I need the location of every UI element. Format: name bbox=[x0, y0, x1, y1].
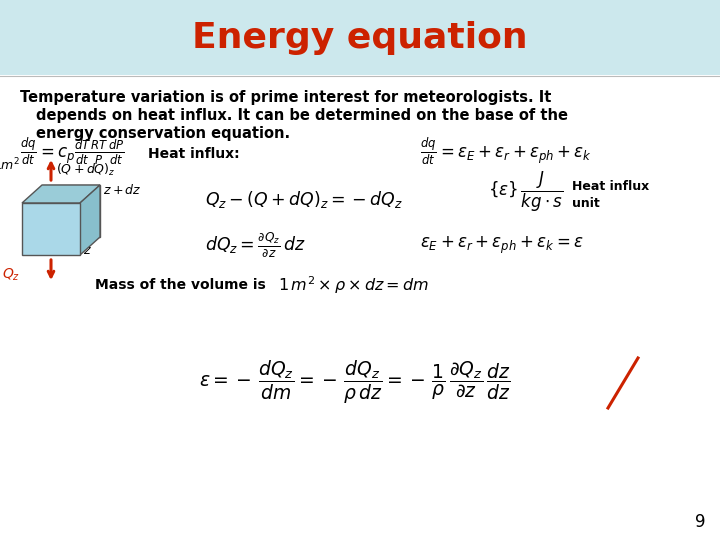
Text: $\frac{dq}{dt} = \varepsilon_E + \varepsilon_r + \varepsilon_{ph} + \varepsilon_: $\frac{dq}{dt} = \varepsilon_E + \vareps… bbox=[420, 136, 592, 168]
Text: $Q_z - (Q+dQ)_z = -dQ_z$: $Q_z - (Q+dQ)_z = -dQ_z$ bbox=[205, 190, 403, 211]
Text: Mass of the volume is: Mass of the volume is bbox=[95, 278, 266, 292]
Polygon shape bbox=[22, 203, 80, 255]
Text: Temperature variation is of prime interest for meteorologists. It: Temperature variation is of prime intere… bbox=[20, 90, 552, 105]
Text: $Q_z$: $Q_z$ bbox=[1, 267, 20, 283]
Polygon shape bbox=[22, 185, 100, 203]
Text: $dQ_z = \frac{\partial Q_z}{\partial z}\,dz$: $dQ_z = \frac{\partial Q_z}{\partial z}\… bbox=[205, 231, 306, 259]
Text: $1m^2$: $1m^2$ bbox=[0, 157, 20, 173]
Text: Energy equation: Energy equation bbox=[192, 21, 528, 55]
Text: depends on heat influx. It can be determined on the base of the: depends on heat influx. It can be determ… bbox=[36, 108, 568, 123]
Text: $z$: $z$ bbox=[83, 244, 92, 256]
Text: $z+dz$: $z+dz$ bbox=[103, 183, 142, 197]
FancyBboxPatch shape bbox=[0, 0, 720, 75]
Polygon shape bbox=[80, 185, 100, 255]
Text: Heat influx:: Heat influx: bbox=[148, 147, 240, 161]
Text: $\{\varepsilon\}\,\dfrac{J}{kg\cdot s}$: $\{\varepsilon\}\,\dfrac{J}{kg\cdot s}$ bbox=[488, 170, 564, 214]
Text: $\varepsilon_E + \varepsilon_r + \varepsilon_{ph} + \varepsilon_k = \varepsilon$: $\varepsilon_E + \varepsilon_r + \vareps… bbox=[420, 234, 584, 255]
Text: $(Q+dQ)_z$: $(Q+dQ)_z$ bbox=[56, 162, 116, 178]
Text: 9: 9 bbox=[695, 513, 706, 531]
Text: $1\,m^2 \times \rho \times dz = dm$: $1\,m^2 \times \rho \times dz = dm$ bbox=[278, 274, 429, 296]
Text: energy conservation equation.: energy conservation equation. bbox=[36, 126, 290, 141]
Text: $\frac{dq}{dt} = c_p \frac{dT}{dt}\frac{RT}{P}\frac{dP}{dt}$: $\frac{dq}{dt} = c_p \frac{dT}{dt}\frac{… bbox=[20, 136, 125, 168]
Text: Heat influx
unit: Heat influx unit bbox=[572, 180, 649, 210]
Polygon shape bbox=[42, 185, 100, 237]
Text: $\varepsilon = -\,\dfrac{dQ_z}{dm} = -\,\dfrac{dQ_z}{\rho\,dz} = -\,\dfrac{1}{\r: $\varepsilon = -\,\dfrac{dQ_z}{dm} = -\,… bbox=[199, 359, 510, 406]
